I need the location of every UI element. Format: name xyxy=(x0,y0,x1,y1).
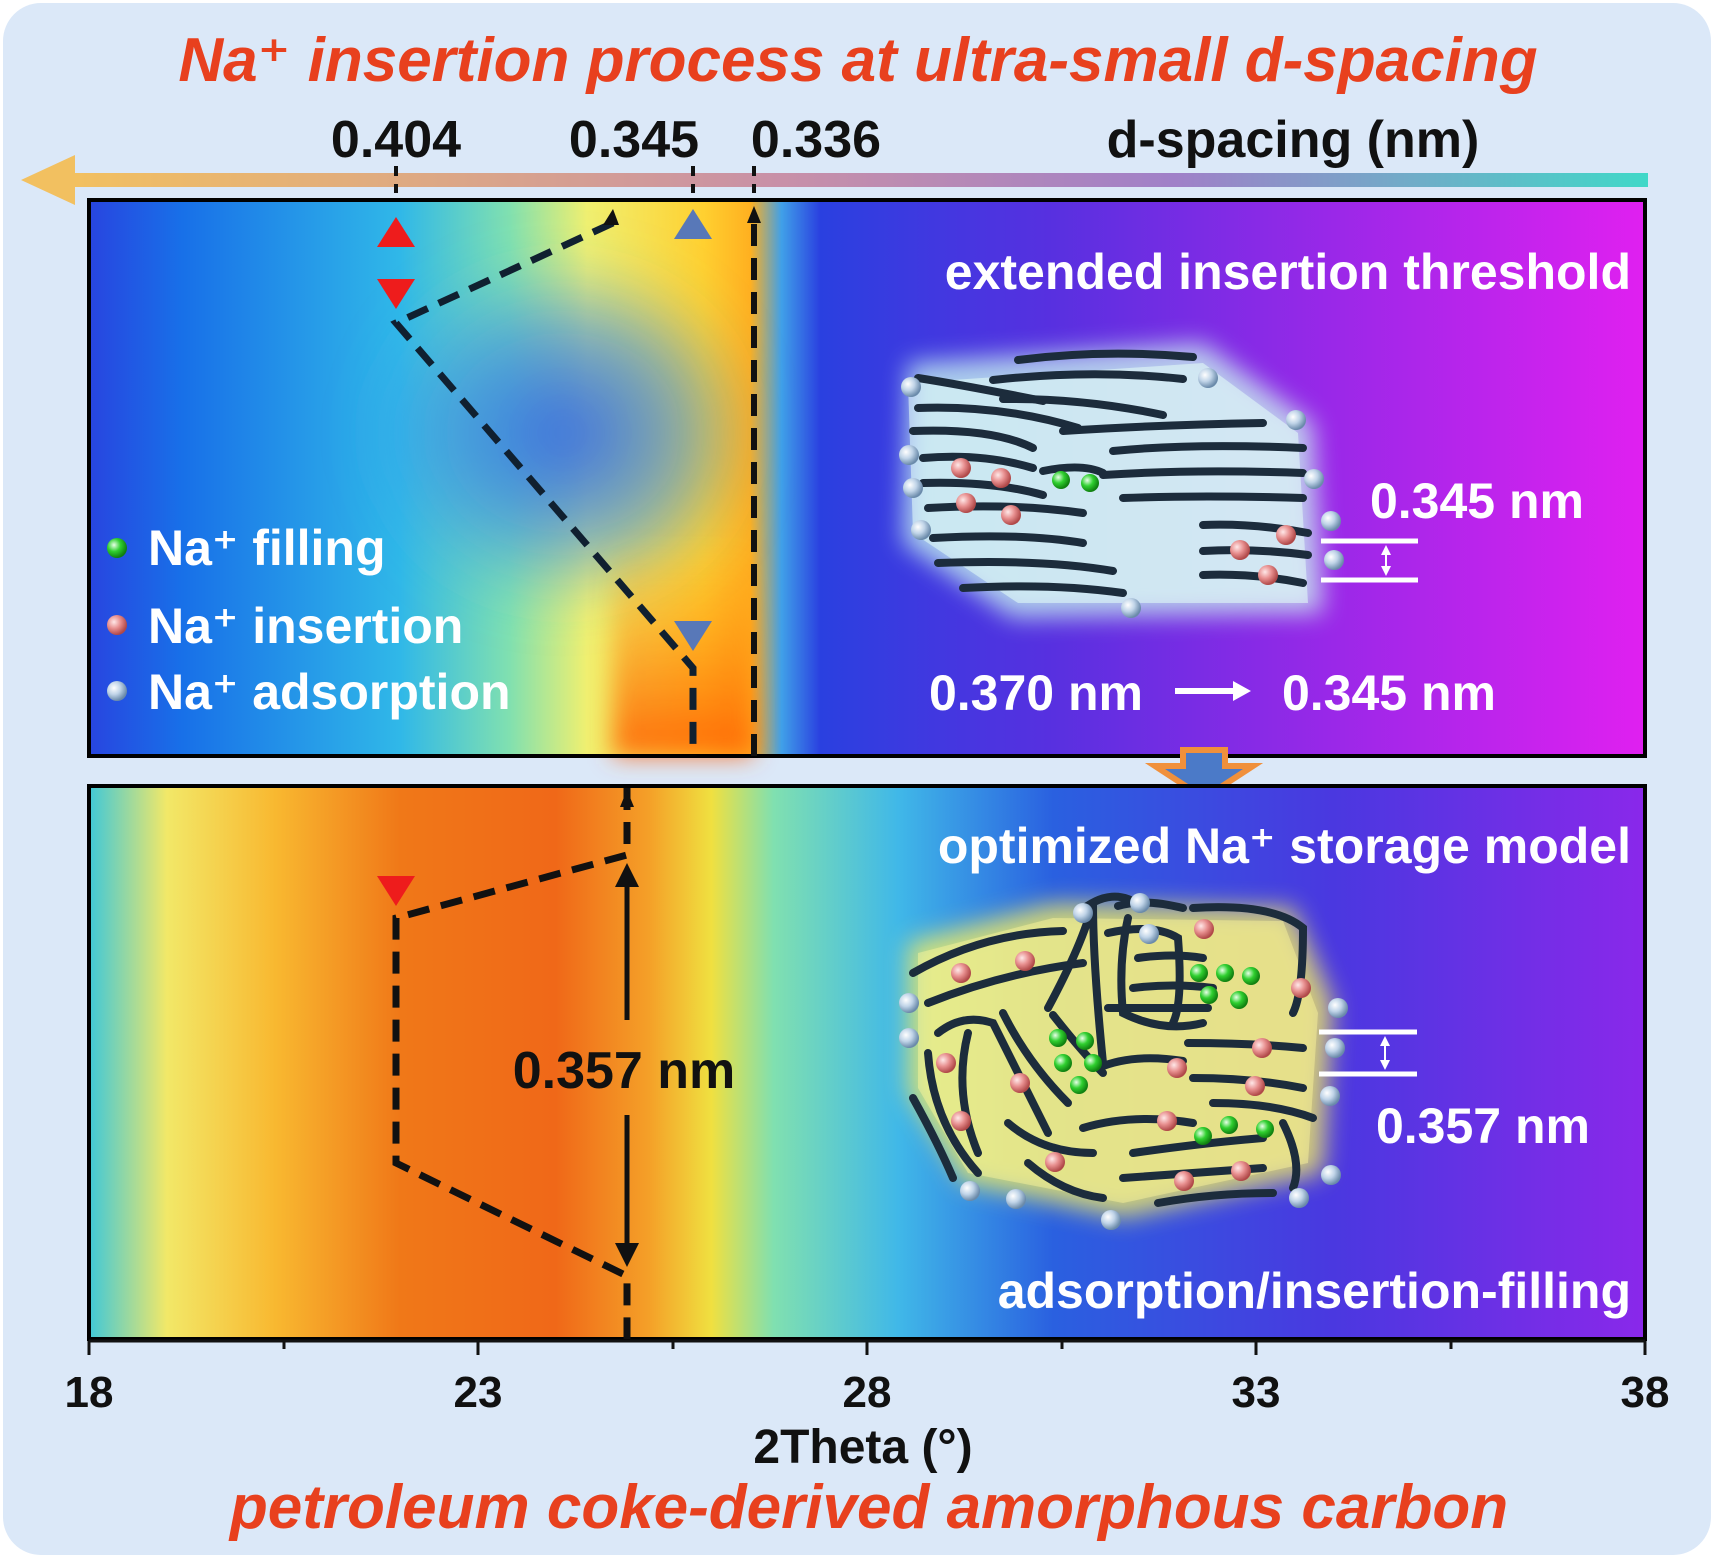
bottom-panel: 0.357 nm optimized Na⁺ storage model ads… xyxy=(87,784,1647,1341)
top-panel: extended insertion threshold xyxy=(87,198,1647,758)
figure-title: Na⁺ insertion process at ultra-small d-s… xyxy=(178,26,1537,95)
figure-footer: petroleum coke-derived amorphous carbon xyxy=(228,1473,1508,1542)
transition-from: 0.370 nm xyxy=(929,665,1143,721)
bottom-measure-arrow xyxy=(615,863,639,1267)
transition-arrow xyxy=(1175,681,1251,701)
x-tick-23: 23 xyxy=(454,1368,503,1417)
x-tick-38: 38 xyxy=(1621,1368,1670,1417)
bottom-panel-label: optimized Na⁺ storage model xyxy=(938,818,1631,874)
panel-connector-arrow xyxy=(1144,747,1264,802)
red-up-marker xyxy=(377,217,415,247)
blue-down-marker xyxy=(674,621,712,651)
top-spacing-label: 0.345 nm xyxy=(1370,473,1584,529)
d-label-0345: 0.345 xyxy=(569,111,699,169)
bottom-red-marker xyxy=(377,876,415,906)
legend: Na⁺ filling Na⁺ insertion Na⁺ adsorption xyxy=(107,520,511,720)
red-down-marker xyxy=(377,279,415,309)
mechanism-label: adsorption/insertion-filling xyxy=(998,1263,1631,1319)
d-spacing-arrow xyxy=(21,155,1648,205)
legend-filling-label: Na⁺ filling xyxy=(148,520,386,576)
x-tick-18: 18 xyxy=(65,1368,114,1417)
legend-adsorption-icon xyxy=(107,681,127,701)
blue-up-marker xyxy=(674,209,712,239)
bottom-measure-label: 0.357 nm xyxy=(513,1042,736,1100)
legend-insertion-label: Na⁺ insertion xyxy=(148,598,463,654)
x-tick-28: 28 xyxy=(843,1368,892,1417)
disordered-carbon-illustration xyxy=(899,892,1348,1230)
transition-to: 0.345 nm xyxy=(1282,665,1496,721)
d-label-0336: 0.336 xyxy=(751,111,881,169)
d-axis-title: d-spacing (nm) xyxy=(1107,111,1480,169)
legend-insertion-icon xyxy=(107,615,127,635)
x-axis-title: 2Theta (°) xyxy=(753,1421,972,1474)
bottom-spacing-label: 0.357 nm xyxy=(1376,1098,1590,1154)
x-axis: 18 23 28 33 38 2Theta (°) xyxy=(65,1339,1670,1474)
layered-carbon-illustration xyxy=(899,343,1344,618)
top-panel-label: extended insertion threshold xyxy=(945,244,1631,300)
d-guide-ticks xyxy=(394,166,756,193)
figure-card: Na⁺ insertion process at ultra-small d-s… xyxy=(3,3,1711,1555)
legend-filling-icon xyxy=(107,538,127,558)
legend-adsorption-label: Na⁺ adsorption xyxy=(148,664,511,720)
figure-canvas: Na⁺ insertion process at ultra-small d-s… xyxy=(21,26,1670,1542)
d-label-0404: 0.404 xyxy=(331,111,461,169)
x-tick-33: 33 xyxy=(1232,1368,1281,1417)
